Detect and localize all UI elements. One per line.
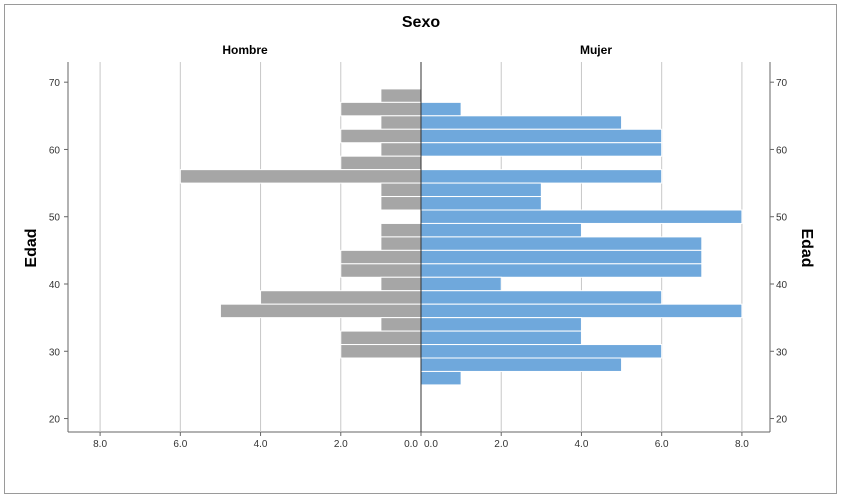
- bar-hombre-32: [340, 330, 422, 346]
- bar-mujer-42: [420, 263, 703, 278]
- bar-mujer-62: [420, 128, 663, 144]
- bar-hombre-48: [380, 222, 422, 238]
- y-tick-label-right: 60: [776, 145, 788, 156]
- plot-area: 8.0 6.0 4.0 2.0 0.0 0.0 2.0 4.0 6.0 8.0 20 20 30 30 40…: [49, 62, 788, 450]
- bar-mujer-54: [420, 182, 542, 198]
- x-tick-label-right: 6.0: [655, 439, 669, 450]
- bar-mujer-56: [420, 169, 663, 184]
- y-tick-label-right: 20: [776, 415, 788, 426]
- bar-mujer-52: [420, 196, 542, 211]
- y-tick-label-left: 60: [49, 145, 61, 156]
- y-axis-title-right: Edad: [798, 228, 815, 267]
- bar-mujer-34: [420, 317, 582, 332]
- bar-hombre-40: [380, 276, 422, 292]
- bar-hombre-58: [340, 155, 422, 171]
- bar-mujer-48: [420, 222, 582, 238]
- y-tick-label-left: 30: [49, 347, 61, 358]
- bar-hombre-52: [380, 196, 422, 211]
- bar-hombre-64: [380, 115, 422, 130]
- y-tick-label-right: 70: [776, 78, 788, 89]
- bar-hombre-42: [340, 263, 422, 278]
- bar-mujer-46: [420, 236, 703, 251]
- bar-mujer-26: [420, 370, 462, 386]
- bar-hombre-60: [380, 142, 422, 157]
- x-tick-label-left: 0.0: [404, 439, 418, 450]
- bar-mujer-32: [420, 330, 582, 346]
- bar-mujer-40: [420, 276, 502, 292]
- bar-hombre-36: [219, 303, 422, 319]
- bar-hombre-54: [380, 182, 422, 198]
- bar-mujer-44: [420, 249, 703, 265]
- bar-hombre-46: [380, 236, 422, 251]
- bar-hombre-68: [380, 88, 422, 103]
- bar-mujer-38: [420, 290, 663, 305]
- bar-mujer-28: [420, 357, 623, 372]
- bar-mujer-30: [420, 344, 663, 359]
- y-tick-label-left: 70: [49, 78, 61, 89]
- bar-hombre-30: [340, 344, 422, 359]
- bar-mujer-60: [420, 142, 663, 157]
- x-tick-label-left: 6.0: [173, 439, 187, 450]
- bar-hombre-56: [179, 169, 422, 184]
- x-tick-label-right: 2.0: [494, 439, 508, 450]
- y-tick-label-left: 40: [49, 280, 61, 291]
- panel-title-hombre: Hombre: [222, 43, 268, 57]
- bar-mujer-36: [420, 303, 743, 319]
- y-tick-label-right: 30: [776, 347, 788, 358]
- bar-hombre-44: [340, 249, 422, 265]
- y-tick-label-left: 20: [49, 415, 61, 426]
- bar-mujer-64: [420, 115, 623, 130]
- x-tick-label-left: 4.0: [254, 439, 268, 450]
- y-axis-title-left: Edad: [23, 228, 40, 267]
- bar-hombre-62: [340, 128, 422, 144]
- x-tick-label-right: 8.0: [735, 439, 749, 450]
- x-tick-label-left: 2.0: [334, 439, 348, 450]
- bar-hombre-66: [340, 101, 422, 117]
- bar-hombre-34: [380, 317, 422, 332]
- bar-mujer-66: [420, 101, 462, 117]
- bar-hombre-38: [260, 290, 422, 305]
- x-tick-label-right: 0.0: [424, 439, 438, 450]
- y-tick-label-right: 50: [776, 213, 788, 224]
- x-tick-label-right: 4.0: [575, 439, 589, 450]
- panel-title-mujer: Mujer: [580, 43, 612, 57]
- y-tick-label-left: 50: [49, 213, 61, 224]
- chart-title: Sexo: [402, 14, 440, 31]
- x-tick-label-left: 8.0: [93, 439, 107, 450]
- bar-mujer-50: [420, 209, 743, 224]
- y-tick-label-right: 40: [776, 280, 788, 291]
